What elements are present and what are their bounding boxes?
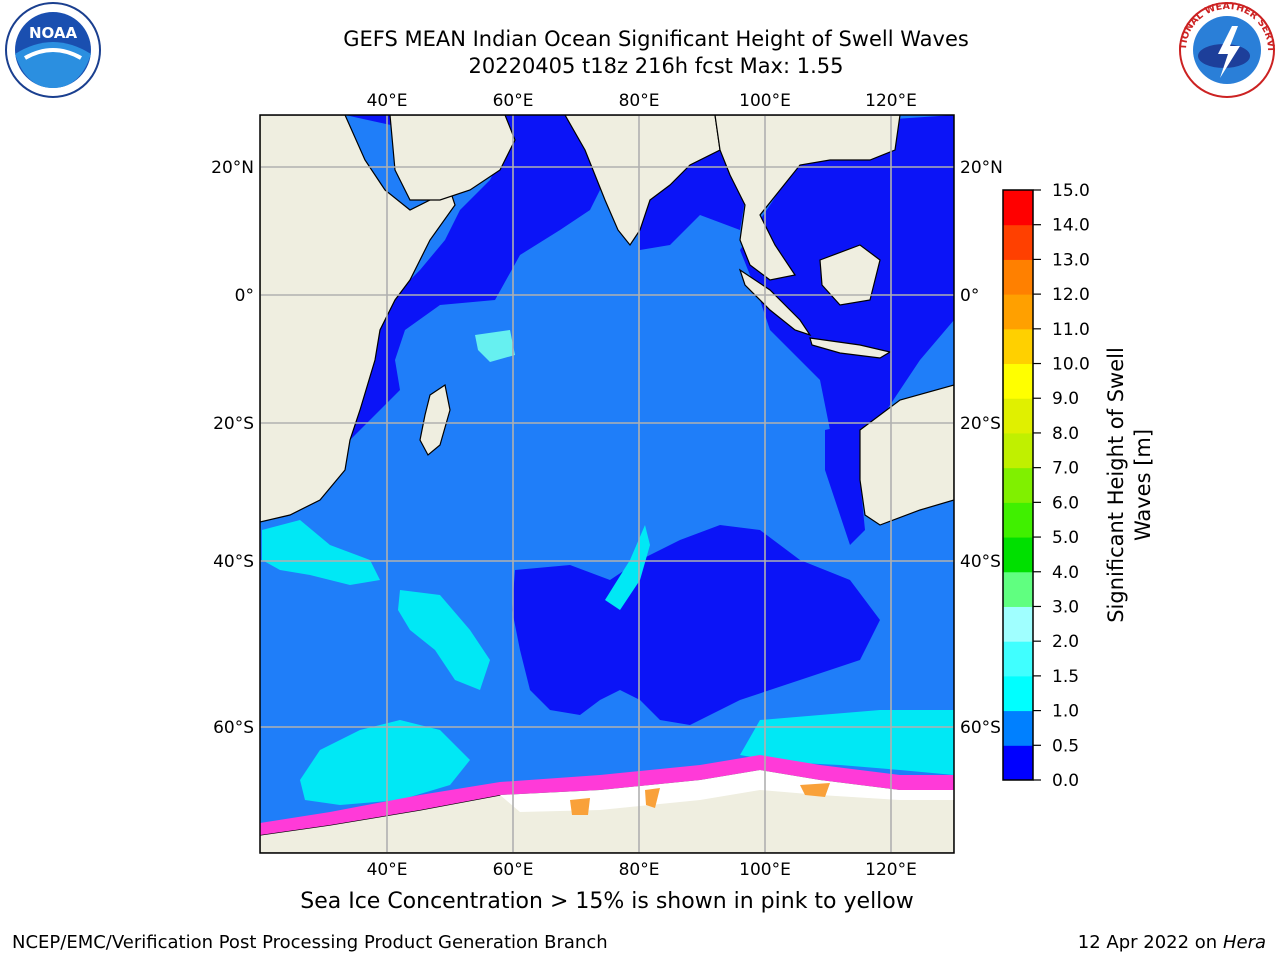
colorbar-tick-label: 10.0 (1052, 355, 1090, 375)
colorbar-tick-label: 4.0 (1052, 563, 1079, 583)
colorbar-label-line1: Significant Height of Swell (1104, 347, 1128, 623)
colorbar-segment (1003, 675, 1033, 712)
colorbar-tick-label: 8.0 (1052, 424, 1079, 444)
colorbar-segment (1003, 467, 1033, 503)
longitude-label-bottom: 40°E (367, 860, 408, 880)
southeast-asia-landmass (714, 115, 901, 281)
java-landmass (809, 337, 892, 359)
colorbar-frame (1002, 189, 1034, 781)
swell-region-central (475, 330, 515, 362)
latitude-label-left: 20°N (211, 158, 254, 178)
map-subtitle: 20220405 t18z 216h fcst Max: 1.55 (468, 54, 844, 78)
footer-date: 12 Apr 2022 on Hera (1078, 932, 1266, 953)
sea-ice-caption: Sea Ice Concentration > 15% is shown in … (300, 889, 914, 914)
colorbar-segment (1003, 502, 1033, 538)
colorbar-tick-labels: 0.0 0.5 1.0 1.5 2.0 3.0 4.0 5.0 6.0 7.0 8.0 9.0 10.0… (1033, 181, 1090, 791)
colorbar-segment (1003, 363, 1033, 399)
longitude-label-top: 80°E (619, 91, 660, 111)
latitude-label-left: 20°S (213, 414, 254, 434)
nws-logo-icon: NATIONAL WEATHER SERVICE (1174, 0, 1276, 98)
colorbar-tick-label: 2.0 (1052, 632, 1079, 652)
latitude-labels-left: 20°N 0° 20°S 40°S 60°S (211, 158, 254, 738)
colorbar-segment (1003, 398, 1033, 434)
colorbar (1003, 190, 1033, 781)
map-plot-area (260, 115, 954, 853)
colorbar-segment (1003, 259, 1033, 295)
noaa-logo-icon: NOAA (5, 2, 101, 98)
madagascar-landmass (419, 384, 451, 456)
colorbar-segment (1003, 294, 1033, 330)
longitude-labels-bottom: 40°E 60°E 80°E 100°E 120°E (367, 860, 917, 880)
colorbar-segment (1003, 571, 1033, 607)
colorbar-segment (1003, 606, 1033, 642)
australia-landmass (859, 384, 954, 526)
latitude-label-right: 40°S (960, 552, 1001, 572)
swell-region-south (300, 720, 470, 805)
colorbar-segment (1003, 537, 1033, 573)
arabia-landmass (389, 115, 516, 201)
colorbar-tick-label: 7.0 (1052, 459, 1079, 479)
longitude-label-top: 100°E (739, 91, 791, 111)
colorbar-tick-label: 5.0 (1052, 528, 1079, 548)
colorbar-tick-label: 1.5 (1052, 667, 1079, 687)
sea-ice-yellow-patches (570, 783, 830, 815)
map-frame (259, 114, 955, 854)
longitude-label-bottom: 120°E (865, 860, 917, 880)
swell-region-southwest (262, 520, 380, 585)
noaa-logo-text: NOAA (29, 24, 78, 42)
longitude-label-top: 60°E (493, 91, 534, 111)
swell-region-south-central (398, 590, 490, 690)
colorbar-segment (1003, 432, 1033, 469)
colorbar-tick-label: 12.0 (1052, 285, 1090, 305)
map-gridlines (260, 115, 954, 853)
colorbar-tick-label: 0.5 (1052, 736, 1079, 756)
southern-ocean-calm-region (512, 525, 880, 725)
map-title: GEFS MEAN Indian Ocean Significant Heigh… (343, 27, 969, 51)
colorbar-tick-label: 0.0 (1052, 771, 1079, 791)
longitude-label-bottom: 80°E (619, 860, 660, 880)
footer-credit: NCEP/EMC/Verification Post Processing Pr… (12, 932, 608, 953)
colorbar-segment (1003, 190, 1033, 226)
longitude-label-bottom: 60°E (493, 860, 534, 880)
borneo-landmass (819, 244, 881, 306)
longitude-label-bottom: 100°E (739, 860, 791, 880)
colorbar-tick-label: 15.0 (1052, 181, 1090, 201)
africa-landmass (260, 115, 456, 523)
latitude-label-right: 0° (960, 286, 979, 306)
longitude-labels-top: 40°E 60°E 80°E 100°E 120°E (367, 91, 917, 111)
latitude-label-left: 60°S (213, 718, 254, 738)
latitude-label-right: 60°S (960, 718, 1001, 738)
colorbar-segment (1003, 328, 1033, 365)
colorbar-tick-label: 14.0 (1052, 216, 1090, 236)
longitude-label-top: 120°E (865, 91, 917, 111)
latitude-label-left: 0° (235, 286, 254, 306)
latitude-label-left: 40°S (213, 552, 254, 572)
colorbar-tick-label: 6.0 (1052, 493, 1079, 513)
latitude-label-right: 20°N (960, 158, 1003, 178)
colorbar-tick-label: 3.0 (1052, 597, 1079, 617)
colorbar-tick-label: 11.0 (1052, 320, 1090, 340)
west-australia-calm-region (825, 420, 870, 545)
arabian-sea-calm-region (330, 115, 605, 450)
colorbar-tick-label: 1.0 (1052, 702, 1079, 722)
latitude-labels-right: 20°N 0° 20°S 40°S 60°S (960, 158, 1003, 738)
colorbar-segment (1003, 710, 1033, 746)
footer-host: Hera (1222, 932, 1266, 953)
colorbar-segment (1003, 641, 1033, 677)
colorbar-segment (1003, 745, 1033, 781)
latitude-label-right: 20°S (960, 414, 1001, 434)
longitude-label-top: 40°E (367, 91, 408, 111)
sea-ice-interior (500, 770, 954, 812)
colorbar-tick-label: 13.0 (1052, 250, 1090, 270)
colorbar-label-line2: Waves [m] (1131, 429, 1155, 541)
footer-date-text: 12 Apr 2022 on (1077, 932, 1223, 953)
colorbar-tick-label: 9.0 (1052, 389, 1079, 409)
colorbar-segment (1003, 224, 1033, 260)
